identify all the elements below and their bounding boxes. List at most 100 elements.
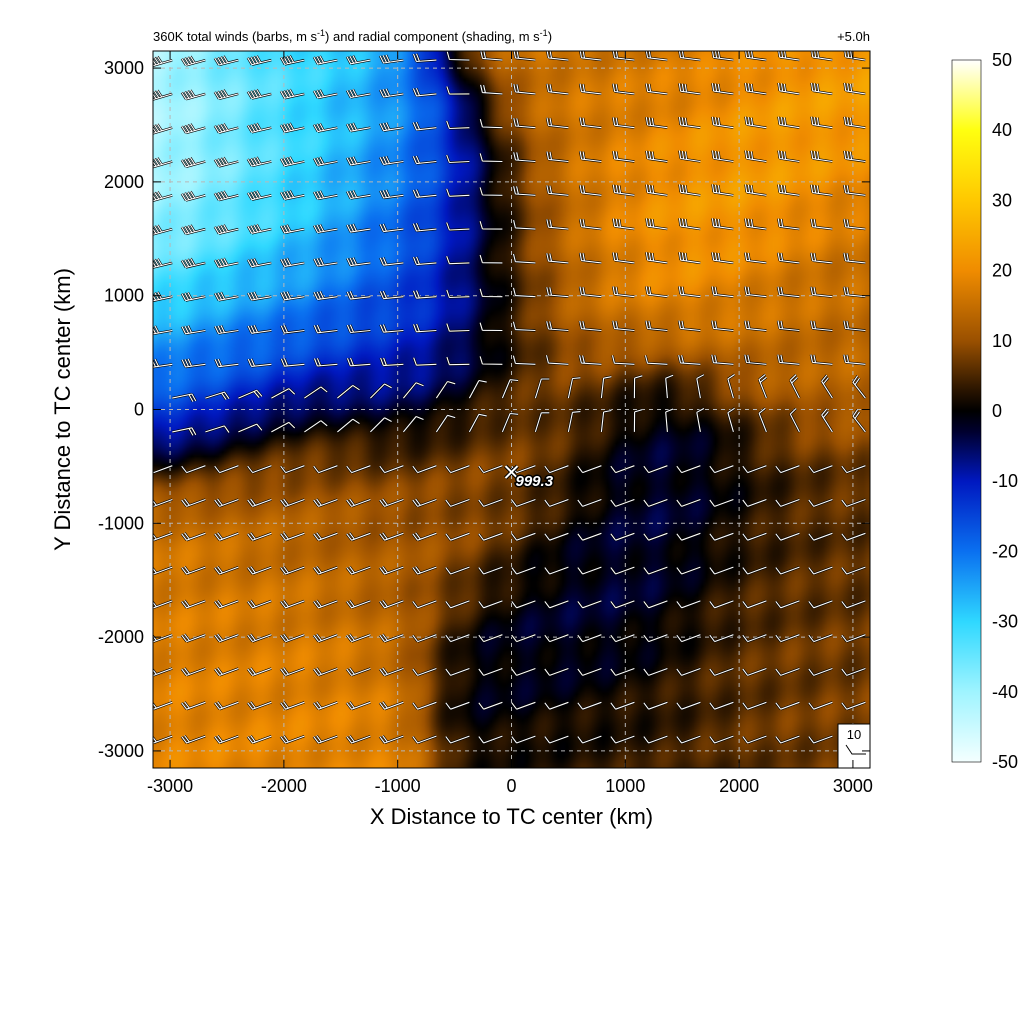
- wind-barb: [280, 735, 305, 744]
- wind-barb: [181, 633, 206, 643]
- wind-barb: [645, 320, 668, 332]
- radial-wind-shading: [153, 51, 870, 768]
- wind-barb: [644, 355, 668, 365]
- wind-barb: [247, 258, 272, 268]
- x-axis: -3000 -2000 -1000 0 1000 2000 3000: [147, 51, 873, 796]
- wind-barb: [280, 257, 305, 267]
- wind-barb: [610, 498, 635, 507]
- wind-barb: [181, 701, 206, 710]
- wind-barb: [579, 184, 602, 196]
- wind-barb: [610, 566, 635, 575]
- wind-barb: [412, 87, 437, 97]
- wind-barb: [214, 633, 239, 643]
- x-tick-label: -3000: [147, 776, 193, 796]
- wind-barb: [511, 667, 536, 676]
- wind-barb: [577, 667, 602, 676]
- wind-barb: [610, 634, 635, 643]
- wind-barb: [379, 600, 404, 609]
- wind-barb: [346, 566, 371, 575]
- wind-barb: [852, 375, 866, 399]
- wind-barb: [610, 532, 635, 541]
- wind-barb: [379, 667, 404, 676]
- wind-barb: [446, 188, 470, 197]
- x-axis-label: X Distance to TC center (km): [370, 804, 653, 829]
- wind-barb: [346, 498, 371, 507]
- wind-barb: [810, 252, 833, 264]
- wind-barb: [711, 286, 734, 298]
- wind-barb: [280, 122, 305, 133]
- wind-barb: [843, 218, 866, 230]
- wind-barb: [346, 122, 371, 132]
- wind-barb: [810, 320, 833, 332]
- wind-barb: [412, 189, 437, 198]
- wind-barb: [742, 667, 767, 676]
- wind-barb: [181, 498, 206, 507]
- wind-barb: [579, 320, 602, 332]
- wind-barb: [446, 256, 470, 265]
- wind-barb: [280, 325, 305, 334]
- wind-barb: [379, 88, 404, 98]
- wind-barb: [153, 465, 173, 474]
- wind-barb: [513, 186, 536, 196]
- wind-barb: [577, 701, 602, 710]
- wind-barb: [214, 55, 239, 66]
- y-tick-label: 3000: [104, 58, 144, 78]
- wind-barb: [346, 532, 371, 541]
- wind-barb: [643, 667, 668, 676]
- wind-barb: [742, 532, 767, 541]
- wind-barb: [579, 286, 602, 298]
- wind-barb: [313, 89, 338, 99]
- wind-barb: [247, 89, 272, 100]
- wind-barb: [280, 498, 305, 507]
- wind-barb: [676, 701, 701, 710]
- wind-barb: [479, 254, 503, 264]
- wind-barb: [727, 407, 735, 433]
- wind-barb: [478, 735, 503, 744]
- wind-barb: [346, 667, 371, 676]
- wind-barb: [412, 53, 437, 63]
- wind-barb: [808, 498, 833, 507]
- y-axis: -3000 -2000 -1000 0 1000 2000 3000: [98, 58, 870, 761]
- wind-barb: [777, 354, 800, 365]
- wind-barb: [478, 498, 503, 507]
- wind-barb: [280, 358, 305, 367]
- wind-barb: [205, 391, 230, 400]
- wind-barb: [577, 465, 602, 474]
- wind-barb: [676, 532, 701, 541]
- colorbar-tick-label: 0: [992, 401, 1002, 421]
- wind-barb: [777, 150, 800, 163]
- wind-barb: [744, 354, 767, 365]
- wind-barb: [478, 634, 503, 643]
- wind-barb: [478, 600, 503, 609]
- wind-barb: [567, 377, 581, 399]
- wind-barb: [214, 89, 239, 100]
- y-tick-label: 0: [134, 400, 144, 420]
- wind-barb: [841, 701, 866, 710]
- wind-barb: [544, 465, 569, 474]
- wind-barb: [534, 412, 550, 433]
- wind-barb: [775, 634, 800, 643]
- wind-barb: [181, 735, 206, 744]
- wind-barb: [247, 735, 272, 744]
- colorbar-tick-label: 30: [992, 190, 1012, 210]
- wind-barb: [379, 498, 404, 507]
- wind-barb: [511, 498, 536, 507]
- wind-barb: [546, 219, 569, 230]
- x-tick-label: 1000: [605, 776, 645, 796]
- wind-barb: [676, 498, 701, 507]
- wind-barb: [412, 634, 437, 643]
- wind-barb: [468, 379, 487, 399]
- wind-barb: [346, 291, 371, 300]
- wind-barb: [665, 374, 674, 399]
- wind-barb: [711, 252, 734, 264]
- wind-barb: [709, 634, 734, 643]
- tc-center-x-icon: [504, 465, 519, 479]
- wind-barb: [611, 355, 635, 365]
- wind-barb: [678, 354, 701, 365]
- wind-barb: [777, 252, 800, 264]
- wind-barb: [412, 256, 437, 266]
- wind-barb: [181, 600, 206, 609]
- wind-barb: [742, 498, 767, 507]
- wind-barb: [643, 532, 668, 541]
- wind-barb: [247, 190, 272, 201]
